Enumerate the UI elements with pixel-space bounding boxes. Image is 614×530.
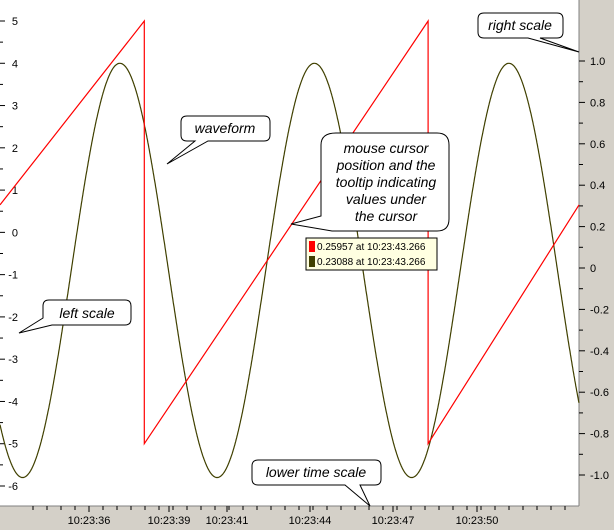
right-tick-label: -0.6 xyxy=(590,387,609,399)
x-axis-panel xyxy=(0,506,614,530)
left-tick-label: 2 xyxy=(12,143,18,155)
tooltip-row-2: 0.23088 at 10:23:43.266 xyxy=(317,257,426,268)
callout-waveform-text: waveform xyxy=(195,120,256,136)
tooltip-swatch-2 xyxy=(309,256,315,267)
right-tick-label: -0.4 xyxy=(590,346,609,358)
right-tick-label: 0 xyxy=(590,263,596,275)
left-tick-label: -2 xyxy=(8,312,18,324)
tooltip-swatch-1 xyxy=(309,241,315,252)
right-tick-label: 0.4 xyxy=(590,180,605,192)
lower-time-scale: 10:23:36 10:23:39 10:23:41 10:23:44 10:23:47… xyxy=(32,506,566,527)
callout-cursor: mouse cursor position and the tooltip in… xyxy=(290,132,450,232)
left-tick-label: -4 xyxy=(8,396,18,408)
time-tick-label: 10:23:41 xyxy=(206,515,249,527)
right-scale: 1.0 0.8 0.6 0.4 0.2 0 -0.2 -0.4 -0.6 -0.8 -1.0 xyxy=(579,56,609,482)
left-tick-label: 5 xyxy=(12,16,18,28)
left-tick-label: -5 xyxy=(8,439,18,451)
callout-cursor-text-4: values under xyxy=(346,191,428,207)
sine-waveform-line xyxy=(0,62,580,479)
right-tick-label: 1.0 xyxy=(590,56,605,68)
time-tick-label: 10:23:36 xyxy=(68,515,111,527)
time-tick-label: 10:23:47 xyxy=(372,515,415,527)
right-tick-label: -0.8 xyxy=(590,429,609,441)
callout-waveform: waveform xyxy=(166,115,271,165)
callout-cursor-text-3: tooltip indicating xyxy=(336,174,437,190)
callout-right-scale: right scale xyxy=(477,12,580,53)
callout-cursor-text-5: the cursor xyxy=(355,208,419,224)
right-tick-label: 0.6 xyxy=(590,139,605,151)
left-tick-label: 4 xyxy=(12,58,18,70)
sawtooth-waveform-line xyxy=(0,19,580,446)
left-tick-label: 3 xyxy=(12,101,18,113)
callout-lower-time-scale: lower time scale xyxy=(251,459,382,507)
left-tick-label: 1 xyxy=(12,185,18,197)
right-tick-label: 0.8 xyxy=(590,97,605,109)
time-tick-label: 10:23:44 xyxy=(289,515,332,527)
left-tick-label: -3 xyxy=(8,354,18,366)
right-tick-label: -1.0 xyxy=(590,470,609,482)
left-tick-label: 0 xyxy=(12,227,18,239)
callout-right-scale-text: right scale xyxy=(488,17,552,33)
callout-left-scale-text: left scale xyxy=(59,305,114,321)
callout-cursor-text-1: mouse cursor xyxy=(344,140,430,156)
time-tick-label: 10:23:50 xyxy=(456,515,499,527)
tooltip-row-1: 0.25957 at 10:23:43.266 xyxy=(317,242,426,253)
left-scale: 5 4 3 2 1 0 -1 -2 -3 -4 -5 -6 xyxy=(0,16,18,493)
plot-area xyxy=(0,19,580,479)
time-tick-label: 10:23:39 xyxy=(148,515,191,527)
callout-cursor-text-2: position and the xyxy=(336,157,436,173)
callout-left-scale: left scale xyxy=(18,299,132,334)
cursor-tooltip: 0.25957 at 10:23:43.266 0.23088 at 10:23… xyxy=(305,237,438,271)
right-tick-label: 0.2 xyxy=(590,222,605,234)
left-tick-label: -6 xyxy=(8,481,18,493)
right-tick-label: -0.2 xyxy=(590,304,609,316)
right-axis-panel xyxy=(579,0,614,530)
left-tick-label: -1 xyxy=(8,270,18,282)
callout-lower-time-scale-text: lower time scale xyxy=(266,464,367,480)
